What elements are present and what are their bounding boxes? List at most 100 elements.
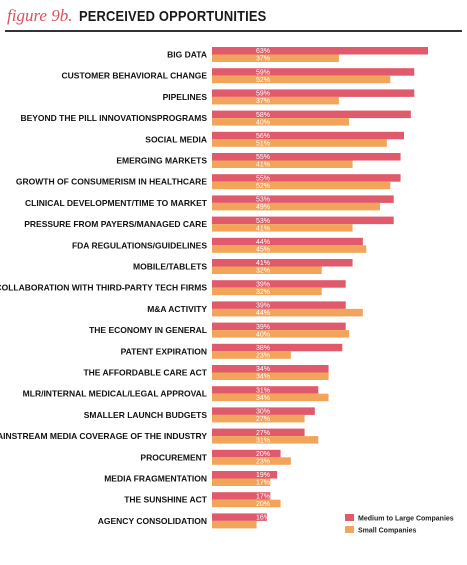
data-label: 20% <box>256 451 270 458</box>
bar <box>212 414 305 423</box>
bar <box>212 393 329 402</box>
figure-header: figure 9b. PERCEIVED OPPORTUNITIES <box>7 6 297 28</box>
data-label: 16% <box>256 515 270 522</box>
bar <box>212 365 329 373</box>
category-label: EMERGING MARKETS <box>116 156 207 166</box>
bar <box>212 308 363 317</box>
data-label: 63% <box>256 48 270 55</box>
bar <box>212 478 271 486</box>
bar <box>212 499 281 508</box>
bar <box>212 436 319 444</box>
data-label: 58% <box>256 112 270 119</box>
category-label: CUSTOMER BEHAVIORAL CHANGE <box>62 71 208 81</box>
category-label: PIPELINES <box>163 92 208 102</box>
bar <box>212 153 401 161</box>
data-label: 56% <box>256 133 270 140</box>
bar <box>212 301 346 309</box>
legend-swatch <box>345 514 354 521</box>
category-label: BEYOND THE PILL INNOVATIONSPROGRAMS <box>20 113 207 123</box>
data-label: 19% <box>256 472 270 479</box>
bar <box>212 181 391 190</box>
data-label: 52% <box>256 77 270 84</box>
bar <box>212 372 329 380</box>
data-label: 51% <box>256 141 270 148</box>
bar <box>212 89 415 97</box>
bar <box>212 237 363 246</box>
category-label: MEDIA FRAGMENTATION <box>104 474 207 484</box>
data-label: 13% <box>256 522 270 529</box>
data-label: 17% <box>256 480 270 487</box>
category-label: THE AFFORDABLE CARE ACT <box>83 368 207 378</box>
data-label: 20% <box>256 501 270 508</box>
bar <box>212 343 343 352</box>
data-label: 49% <box>256 204 270 211</box>
data-label: 40% <box>256 331 270 338</box>
legend-label: Medium to Large Companies <box>358 516 454 523</box>
category-label: PRESSURE FROM PAYERS/MANAGED CARE <box>24 219 207 229</box>
bar <box>212 118 350 126</box>
bar <box>212 75 391 84</box>
category-label: COLLABORATION WITH THIRD-PARTY TECH FIRM… <box>0 283 207 293</box>
bar <box>212 322 346 331</box>
bar <box>212 471 278 479</box>
bar <box>212 68 415 76</box>
data-label: 53% <box>256 197 270 204</box>
bar <box>212 287 322 296</box>
title-rule <box>5 30 462 32</box>
bar <box>212 280 346 288</box>
data-label: 41% <box>256 260 270 267</box>
data-label: 34% <box>256 374 270 381</box>
bar <box>212 266 322 274</box>
category-label: FDA REGULATIONS/GUIDELINES <box>72 240 207 250</box>
bar <box>212 47 428 55</box>
bar <box>212 139 387 147</box>
bar <box>212 110 411 119</box>
data-label: 59% <box>256 91 270 98</box>
bar <box>212 449 281 458</box>
bar <box>212 428 305 437</box>
bar <box>212 492 271 500</box>
bar <box>212 351 291 359</box>
bar <box>212 54 339 62</box>
data-label: 55% <box>256 175 270 182</box>
data-label: 23% <box>256 353 270 360</box>
bar <box>212 131 404 140</box>
data-label: 31% <box>256 387 270 394</box>
data-label: 44% <box>256 310 270 317</box>
data-label: 37% <box>256 98 270 105</box>
data-label: 37% <box>256 56 270 63</box>
data-label: 31% <box>256 437 270 444</box>
bar <box>212 386 319 394</box>
bar <box>212 174 401 182</box>
bar <box>212 216 394 225</box>
legend-swatch <box>345 526 354 533</box>
data-label: 30% <box>256 409 270 416</box>
bar <box>212 195 394 203</box>
data-label: 59% <box>256 69 270 76</box>
data-label: 27% <box>256 430 270 437</box>
bar <box>212 513 267 521</box>
legend-label: Small Companies <box>358 528 416 535</box>
category-label: THE SUNSHINE ACT <box>124 495 208 505</box>
data-label: 32% <box>256 289 270 296</box>
data-label: 34% <box>256 366 270 373</box>
data-label: 23% <box>256 459 270 466</box>
bar <box>212 160 353 168</box>
bar <box>212 202 380 211</box>
data-label: 41% <box>256 162 270 169</box>
chart-title: PERCEIVED OPPORTUNITIES <box>78 8 267 25</box>
bar <box>212 259 353 267</box>
category-label: SMALLER LAUNCH BUDGETS <box>84 410 208 420</box>
data-label: 52% <box>256 183 270 190</box>
data-label: 55% <box>256 154 270 161</box>
category-label: GROWTH OF CONSUMERISM IN HEALTHCARE <box>16 177 207 187</box>
bar <box>212 407 315 415</box>
data-label: 32% <box>256 268 270 275</box>
category-label: PROCUREMENT <box>140 452 207 462</box>
bar <box>212 457 291 465</box>
category-label: PATENT EXPIRATION <box>121 346 207 356</box>
data-label: 53% <box>256 218 270 225</box>
category-label: CLINICAL DEVELOPMENT/TIME TO MARKET <box>25 198 208 208</box>
data-label: 27% <box>256 416 270 423</box>
